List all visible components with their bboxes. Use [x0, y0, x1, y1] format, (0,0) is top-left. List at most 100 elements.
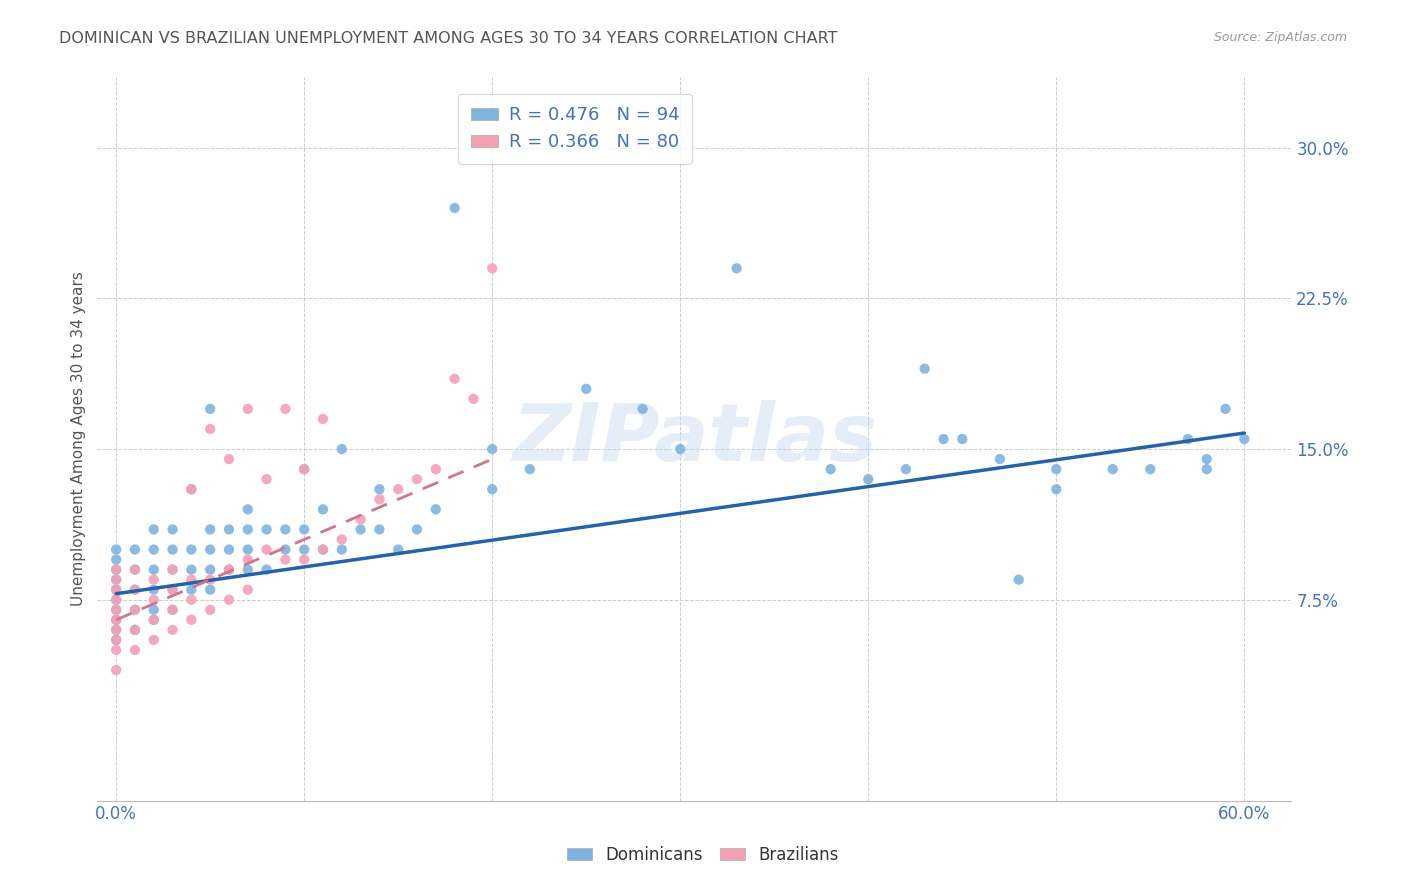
Point — [142, 613, 165, 627]
Point — [142, 582, 165, 597]
Point — [198, 422, 221, 436]
Point — [236, 563, 259, 577]
Point — [443, 201, 465, 215]
Point — [162, 523, 184, 537]
Point — [631, 401, 654, 416]
Point — [256, 563, 278, 577]
Point — [1177, 432, 1199, 446]
Point — [180, 542, 202, 557]
Point — [1045, 462, 1067, 476]
Point — [368, 523, 391, 537]
Point — [198, 573, 221, 587]
Point — [105, 603, 128, 617]
Point — [142, 523, 165, 537]
Point — [1008, 573, 1031, 587]
Text: ZIPatlas: ZIPatlas — [512, 400, 877, 478]
Point — [463, 392, 485, 406]
Point — [105, 582, 128, 597]
Point — [858, 472, 880, 486]
Point — [124, 542, 146, 557]
Point — [105, 563, 128, 577]
Point — [105, 613, 128, 627]
Point — [425, 502, 447, 516]
Point — [236, 552, 259, 566]
Point — [274, 542, 297, 557]
Point — [198, 563, 221, 577]
Point — [180, 482, 202, 496]
Point — [124, 643, 146, 657]
Point — [162, 603, 184, 617]
Point — [198, 401, 221, 416]
Point — [198, 523, 221, 537]
Point — [162, 623, 184, 637]
Point — [124, 603, 146, 617]
Point — [105, 542, 128, 557]
Legend: R = 0.476   N = 94, R = 0.366   N = 80: R = 0.476 N = 94, R = 0.366 N = 80 — [458, 94, 692, 164]
Point — [162, 563, 184, 577]
Point — [142, 603, 165, 617]
Point — [198, 582, 221, 597]
Point — [198, 603, 221, 617]
Point — [124, 582, 146, 597]
Point — [105, 623, 128, 637]
Point — [292, 462, 315, 476]
Point — [1101, 462, 1123, 476]
Point — [142, 613, 165, 627]
Point — [124, 563, 146, 577]
Point — [274, 523, 297, 537]
Point — [218, 592, 240, 607]
Point — [481, 261, 503, 276]
Point — [256, 523, 278, 537]
Point — [256, 472, 278, 486]
Point — [481, 482, 503, 496]
Point — [274, 552, 297, 566]
Point — [218, 542, 240, 557]
Point — [894, 462, 917, 476]
Point — [425, 462, 447, 476]
Point — [162, 582, 184, 597]
Legend: Dominicans, Brazilians: Dominicans, Brazilians — [561, 839, 845, 871]
Point — [330, 542, 353, 557]
Point — [218, 563, 240, 577]
Point — [105, 573, 128, 587]
Point — [142, 542, 165, 557]
Point — [105, 592, 128, 607]
Point — [669, 442, 692, 456]
Point — [124, 623, 146, 637]
Point — [312, 412, 335, 426]
Point — [349, 523, 371, 537]
Point — [142, 632, 165, 647]
Point — [575, 382, 598, 396]
Point — [124, 623, 146, 637]
Point — [950, 432, 973, 446]
Point — [218, 523, 240, 537]
Point — [105, 592, 128, 607]
Text: DOMINICAN VS BRAZILIAN UNEMPLOYMENT AMONG AGES 30 TO 34 YEARS CORRELATION CHART: DOMINICAN VS BRAZILIAN UNEMPLOYMENT AMON… — [59, 31, 838, 46]
Point — [443, 372, 465, 386]
Point — [349, 512, 371, 526]
Point — [236, 542, 259, 557]
Point — [105, 632, 128, 647]
Point — [180, 563, 202, 577]
Point — [1195, 462, 1218, 476]
Point — [406, 472, 429, 486]
Point — [312, 542, 335, 557]
Point — [406, 523, 429, 537]
Point — [180, 613, 202, 627]
Point — [142, 573, 165, 587]
Point — [481, 442, 503, 456]
Point — [218, 563, 240, 577]
Point — [105, 573, 128, 587]
Point — [330, 442, 353, 456]
Point — [236, 502, 259, 516]
Point — [162, 582, 184, 597]
Point — [1195, 452, 1218, 467]
Y-axis label: Unemployment Among Ages 30 to 34 years: Unemployment Among Ages 30 to 34 years — [72, 271, 86, 607]
Point — [914, 361, 936, 376]
Point — [820, 462, 842, 476]
Point — [105, 563, 128, 577]
Point — [368, 482, 391, 496]
Point — [519, 462, 541, 476]
Point — [274, 401, 297, 416]
Point — [1045, 482, 1067, 496]
